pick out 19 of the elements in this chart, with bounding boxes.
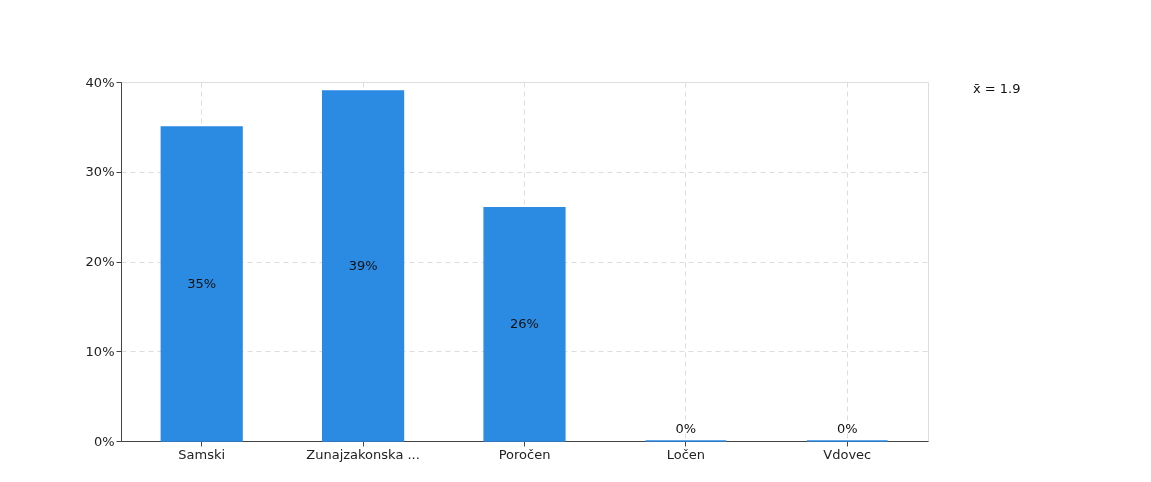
data-label: 0% (675, 421, 697, 436)
bar (160, 126, 243, 442)
y-tick-label: 20% (85, 254, 115, 269)
y-tick-label: 10% (85, 343, 115, 359)
x-tick-label: Ločen (666, 446, 706, 462)
x-tick-label: Poročen (498, 446, 551, 462)
data-label: 39% (348, 257, 378, 273)
x-tick-label: Samski (178, 446, 226, 462)
y-tick-label: 30% (85, 164, 115, 180)
y-tick-label: 0% (93, 433, 115, 449)
data-label: 0% (836, 421, 858, 436)
x-tick-label: Vdovec (823, 446, 872, 462)
bar (322, 90, 405, 442)
bar (483, 206, 566, 442)
x-tick-label: Zunajzakonska ... (306, 446, 420, 462)
y-tick-label: 40% (85, 74, 115, 90)
data-label: 35% (187, 275, 217, 291)
data-label: 26% (510, 316, 539, 332)
text: x̄ = 1.9 (973, 81, 1021, 96)
